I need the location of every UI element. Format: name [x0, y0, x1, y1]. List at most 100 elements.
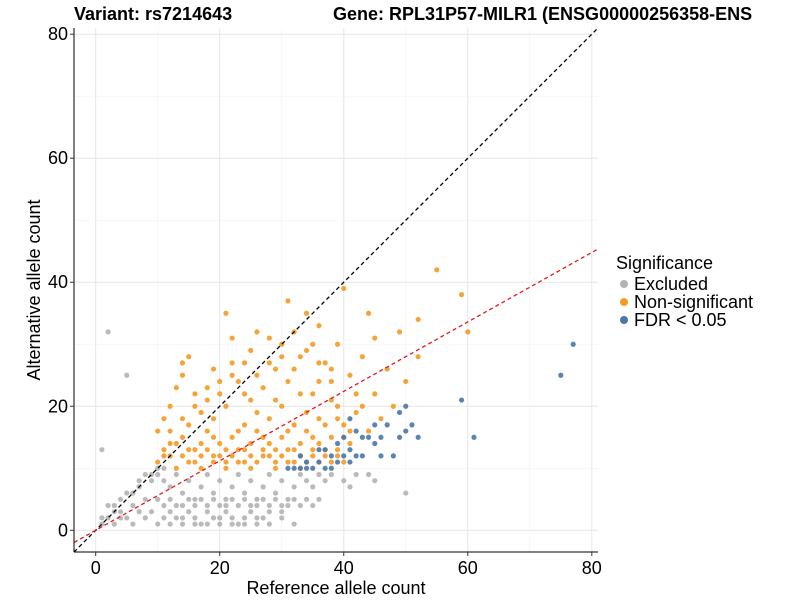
point-fdr-0-05	[372, 440, 378, 447]
point-excluded	[204, 471, 210, 478]
point-non-significant	[328, 434, 334, 440]
point-non-significant	[192, 447, 198, 453]
point-fdr-0-05	[396, 434, 403, 440]
point-non-significant	[334, 416, 341, 422]
point-non-significant	[179, 372, 186, 378]
point-non-significant	[173, 440, 179, 447]
legend-title: Significance	[616, 253, 714, 273]
point-excluded	[124, 372, 130, 378]
point-excluded	[310, 502, 316, 509]
point-excluded	[223, 509, 229, 515]
point-non-significant	[303, 347, 310, 354]
point-non-significant	[291, 447, 297, 453]
point-fdr-0-05	[334, 459, 341, 465]
point-excluded	[241, 490, 248, 496]
point-non-significant	[223, 459, 229, 465]
point-excluded	[186, 509, 192, 515]
point-excluded	[204, 502, 210, 509]
point-excluded	[248, 478, 254, 484]
point-non-significant	[192, 403, 198, 409]
point-excluded	[142, 515, 148, 521]
point-non-significant	[365, 428, 372, 434]
point-non-significant	[285, 428, 291, 434]
point-excluded	[210, 515, 217, 521]
point-non-significant	[279, 354, 285, 360]
point-excluded	[210, 490, 217, 496]
point-fdr-0-05	[328, 465, 334, 471]
point-fdr-0-05	[558, 372, 564, 378]
legend-item-fdr: FDR < 0.05	[616, 311, 753, 329]
point-excluded	[161, 478, 167, 484]
point-excluded	[155, 521, 161, 527]
point-non-significant	[328, 397, 334, 403]
point-non-significant	[217, 453, 223, 459]
point-excluded	[204, 521, 210, 527]
point-fdr-0-05	[322, 465, 328, 471]
point-excluded	[192, 496, 198, 502]
point-excluded	[341, 478, 347, 484]
point-non-significant	[229, 335, 235, 341]
point-excluded	[279, 509, 285, 515]
point-non-significant	[204, 385, 210, 391]
point-excluded	[291, 521, 297, 527]
point-excluded	[111, 502, 117, 509]
point-excluded	[272, 490, 279, 496]
point-excluded	[248, 509, 254, 515]
point-excluded	[161, 502, 167, 509]
point-fdr-0-05	[334, 440, 341, 447]
x-tick-label: 0	[91, 558, 101, 578]
point-non-significant	[167, 403, 173, 409]
point-non-significant	[266, 440, 272, 447]
point-excluded	[260, 484, 266, 490]
point-excluded	[291, 484, 297, 490]
point-excluded	[130, 521, 136, 527]
point-excluded	[192, 515, 198, 521]
point-non-significant	[198, 409, 204, 416]
reference-line-identity	[74, 28, 598, 552]
point-non-significant	[235, 428, 241, 434]
point-excluded	[198, 484, 204, 490]
point-fdr-0-05	[341, 434, 347, 440]
point-non-significant	[316, 323, 322, 329]
point-excluded	[179, 490, 186, 496]
point-non-significant	[248, 465, 254, 471]
point-excluded	[173, 515, 179, 521]
point-non-significant	[353, 409, 359, 416]
point-non-significant	[328, 378, 334, 385]
point-excluded	[179, 502, 186, 509]
point-excluded	[217, 502, 223, 509]
point-non-significant	[272, 447, 279, 453]
point-excluded	[148, 509, 155, 515]
point-non-significant	[204, 447, 210, 453]
point-excluded	[303, 496, 310, 502]
point-non-significant	[210, 416, 217, 422]
point-excluded	[229, 521, 235, 527]
variant-title: Variant: rs7214643	[74, 4, 233, 24]
point-excluded	[105, 502, 111, 509]
point-fdr-0-05	[471, 434, 477, 440]
point-non-significant	[341, 422, 347, 428]
point-excluded	[347, 484, 353, 490]
point-non-significant	[155, 459, 161, 465]
point-non-significant	[192, 391, 198, 397]
point-excluded	[353, 471, 359, 478]
point-excluded	[117, 496, 124, 502]
x-tick-label: 80	[582, 558, 602, 578]
point-fdr-0-05	[403, 403, 409, 409]
point-excluded	[322, 478, 328, 484]
point-non-significant	[334, 403, 341, 409]
point-non-significant	[334, 341, 341, 347]
point-non-significant	[223, 310, 229, 316]
point-fdr-0-05	[303, 459, 310, 465]
y-tick-label: 80	[48, 24, 68, 44]
point-non-significant	[285, 378, 291, 385]
point-excluded	[260, 496, 266, 502]
legend-label-excluded: Excluded	[634, 274, 709, 294]
point-excluded	[229, 496, 235, 502]
point-non-significant	[316, 416, 322, 422]
point-excluded	[241, 515, 248, 521]
point-excluded	[279, 502, 285, 509]
point-non-significant	[316, 440, 322, 447]
gene-title: Gene: RPL31P57-MILR1 (ENSG00000256358-EN…	[333, 4, 753, 24]
point-non-significant	[198, 465, 204, 471]
